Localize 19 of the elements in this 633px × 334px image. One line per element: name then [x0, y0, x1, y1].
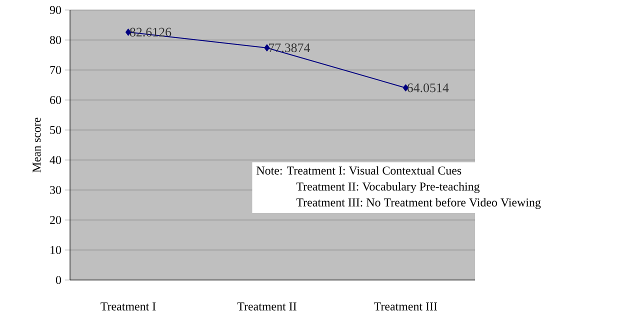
y-tick-label: 30	[50, 186, 62, 194]
y-tick-label: 10	[50, 246, 62, 254]
y-tick-label: 50	[50, 126, 62, 134]
x-tick-label: Treatment II	[237, 302, 296, 310]
y-axis-title: Mean score	[32, 118, 41, 172]
y-tick-label: 70	[50, 66, 62, 74]
x-tick-label: Treatment III	[374, 302, 438, 310]
x-tick-label: Treatment I	[100, 302, 156, 310]
y-tick-label: 20	[50, 216, 62, 224]
y-tick-label: 60	[50, 96, 62, 104]
y-tick-label: 0	[56, 276, 62, 284]
annotation: Note: Treatment I: Visual Contextual Cues	[256, 166, 462, 175]
y-tick-label: 40	[50, 156, 62, 164]
y-tick-label: 90	[50, 6, 62, 14]
annotation: Treatment III: No Treatment before Video Viewing	[296, 198, 541, 209]
annotation: Treatment II: Vocabulary Pre-teaching	[296, 182, 480, 194]
y-tick-label: 80	[50, 36, 62, 44]
data-label: 64.0514	[407, 83, 449, 92]
data-label: 77.3874	[269, 43, 310, 52]
